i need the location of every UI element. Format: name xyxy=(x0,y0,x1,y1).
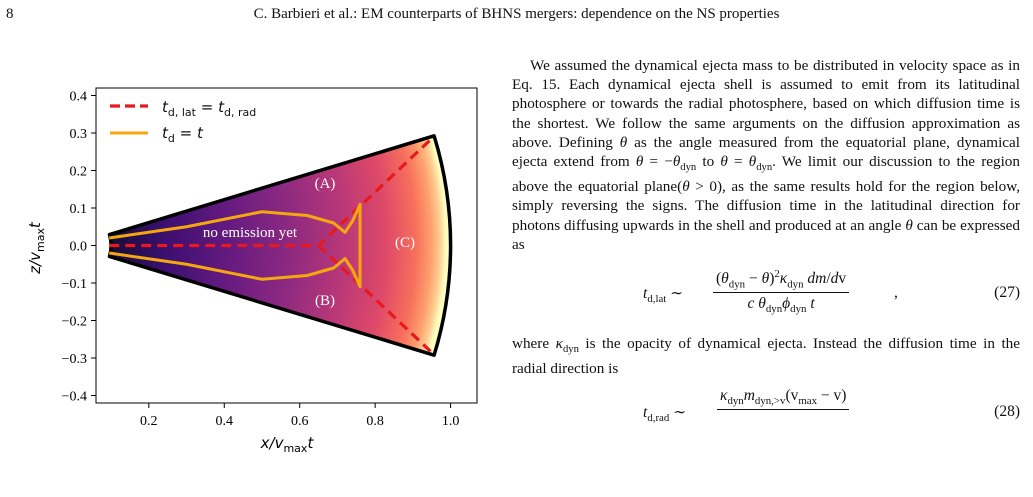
y-tick-label: −0.2 xyxy=(62,315,87,330)
text-column: We assumed the dynamical ejecta mass to … xyxy=(512,56,1020,439)
dashed-line-equal-diffusion-lower xyxy=(317,244,435,356)
paragraph-kappa: where κdyn is the opacity of dynamical e… xyxy=(512,335,1020,378)
y-tick-label: 0.0 xyxy=(70,240,88,255)
page-number: 8 xyxy=(6,6,14,22)
x-tick-label: 0.6 xyxy=(291,414,309,429)
x-tick-label: 0.8 xyxy=(366,414,384,429)
y-tick-label: 0.2 xyxy=(70,165,88,180)
region-label-no-emission: no emission yet xyxy=(203,225,298,241)
eq28-fraction: κdynmdyn,>v(vmax − v) xyxy=(717,387,850,430)
equation-28: td,rad ∼ κdynmdyn,>v(vmax − v) (28) xyxy=(512,387,1020,439)
eq27-lhs: td,lat ∼ xyxy=(643,285,684,306)
x-tick-label: 0.4 xyxy=(216,414,234,429)
equation-27: td,lat ∼ (θdyn − θ)2κdyn dm/dv c θdynϕdy… xyxy=(643,268,1020,316)
x-tick-label: 0.2 xyxy=(140,414,158,429)
paragraph-dynamical-ejecta: We assumed the dynamical ejecta mass to … xyxy=(512,57,1021,253)
y-tick-label: 0.3 xyxy=(70,127,88,142)
x-axis-ticks: 0.2 0.4 0.6 0.8 1.0 xyxy=(140,403,459,429)
y-tick-label: −0.3 xyxy=(62,352,87,367)
x-tick-label: 1.0 xyxy=(442,414,460,429)
eq28-number: (28) xyxy=(994,402,1020,420)
running-head: C. Barbieri et al.: EM counterparts of B… xyxy=(253,6,780,22)
legend: td, lat = td, rad td = t xyxy=(110,98,256,145)
y-tick-label: 0.4 xyxy=(70,90,88,105)
y-tick-label: 0.1 xyxy=(70,202,88,217)
region-label-a: (A) xyxy=(315,176,336,192)
y-tick-label: −0.1 xyxy=(62,277,87,292)
region-label-c: (C) xyxy=(395,235,415,251)
legend-solid-label: td = t xyxy=(162,124,204,145)
ejecta-wedge xyxy=(107,134,453,357)
y-axis-ticks: 0.4 0.3 0.2 0.1 0.0 −0.1 −0.2 −0.3 −0.4 xyxy=(62,90,96,405)
y-tick-label: −0.4 xyxy=(62,390,87,405)
page-header: 8 C. Barbieri et al.: EM counterparts of… xyxy=(0,6,1033,28)
x-axis-label: x/vmaxt xyxy=(260,434,315,455)
region-label-b: (B) xyxy=(315,293,335,309)
legend-dashed-label: td, lat = td, rad xyxy=(162,98,256,119)
eq28-lhs: td,rad ∼ xyxy=(643,403,687,424)
eq27-fraction: (θdyn − θ)2κdyn dm/dv c θdynϕdyn t xyxy=(713,268,850,315)
y-axis-label: z/vmaxt xyxy=(26,221,47,275)
eq27-number: (27) xyxy=(994,284,1020,302)
figure-ejecta-diagram: (A) (B) (C) no emission yet td, lat = td… xyxy=(26,87,478,455)
solid-line-diffusion-equals-time xyxy=(108,202,362,289)
